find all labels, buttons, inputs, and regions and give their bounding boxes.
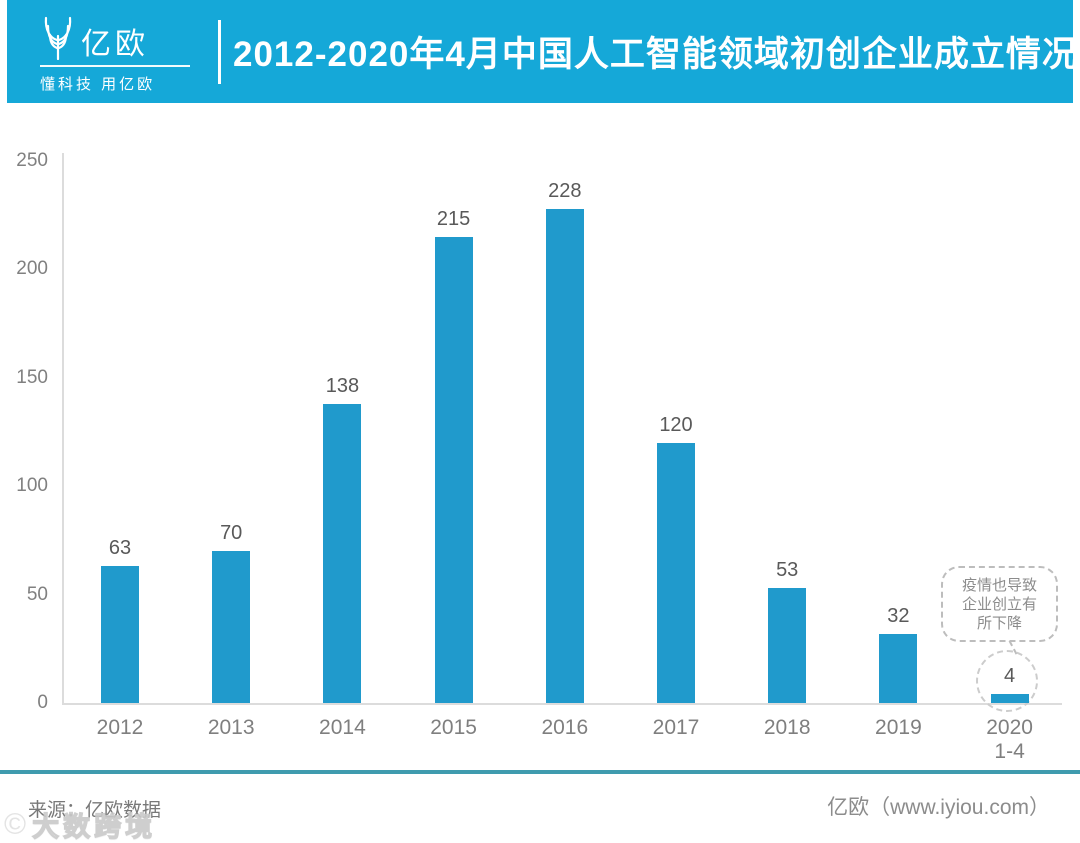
value-label-2012: 63 [108,537,132,560]
value-label-2020: 4 [1004,665,1016,688]
value-label-2017: 120 [659,413,693,436]
value-label-2015: 215 [436,207,471,230]
value-label-2014: 138 [325,374,360,397]
x-label-2015: 2015 [430,716,477,739]
y-tick-50: 50 [26,583,48,605]
y-tick-150: 150 [16,366,48,388]
callout-line: 所下降 [976,614,1022,632]
x-label-2019: 2019 [875,716,922,739]
x-label-2018: 2018 [763,716,811,739]
y-tick-250: 250 [16,150,48,171]
bar-2020 [990,694,1029,703]
y-tick-0: 0 [37,692,48,713]
chart-title: 2012-2020年4月中国人工智能领域初创企业成立情况 [233,35,1078,74]
bar-2013 [212,551,251,703]
bar-2017 [657,442,695,703]
brand-name: 亿欧 [81,27,149,61]
x-label-2016: 2016 [541,716,589,739]
bar-2016 [545,208,584,703]
y-tick-100: 100 [16,475,48,497]
value-label-2016: 228 [548,179,582,202]
x-label-2017: 2017 [652,716,700,739]
y-axis-line [62,153,64,704]
callout-line: 企业创立有 [961,595,1037,613]
bar-2015 [434,236,473,703]
bar-2018 [768,588,807,703]
header-banner: 亿欧 懂科技 用亿欧 2012-2020年4月中国人工智能领域初创企业成立情况 [7,0,1077,103]
highlight-circle [976,650,1038,712]
source-note: 来源：亿欧数据 [28,800,162,821]
brand-tagline: 懂科技 用亿欧 [40,75,156,93]
bar-2012 [101,566,139,703]
value-label-2018: 53 [776,559,799,582]
x-label-2020: 2020 1-4 [986,716,1033,763]
value-label-2013: 70 [220,522,243,545]
callout-line: 疫情也导致 [961,576,1037,594]
bar-2019 [879,633,918,703]
x-label-2012: 2012 [96,716,144,739]
x-label-2013: 2013 [207,716,255,739]
y-tick-200: 200 [16,258,48,280]
bar-2014 [323,403,362,703]
callout-bubble: 疫情也导致 企业创立有 所下降 [941,566,1058,642]
brand-divider [40,64,190,67]
x-label-2014: 2014 [319,716,366,739]
credit: 亿欧（www.iyiou.com） [827,796,1050,819]
footer-rule [0,770,1080,774]
header-separator [218,19,221,84]
value-label-2019: 32 [887,604,910,627]
watermark-icon: © [4,807,27,841]
watermark-text: 大数跨境 [32,811,157,842]
brand-block: 亿欧 懂科技 用亿欧 [40,10,190,94]
watermark: © 大数跨境 [4,805,156,843]
iyiou-logo-icon [40,10,76,60]
x-axis-line [62,703,1062,705]
